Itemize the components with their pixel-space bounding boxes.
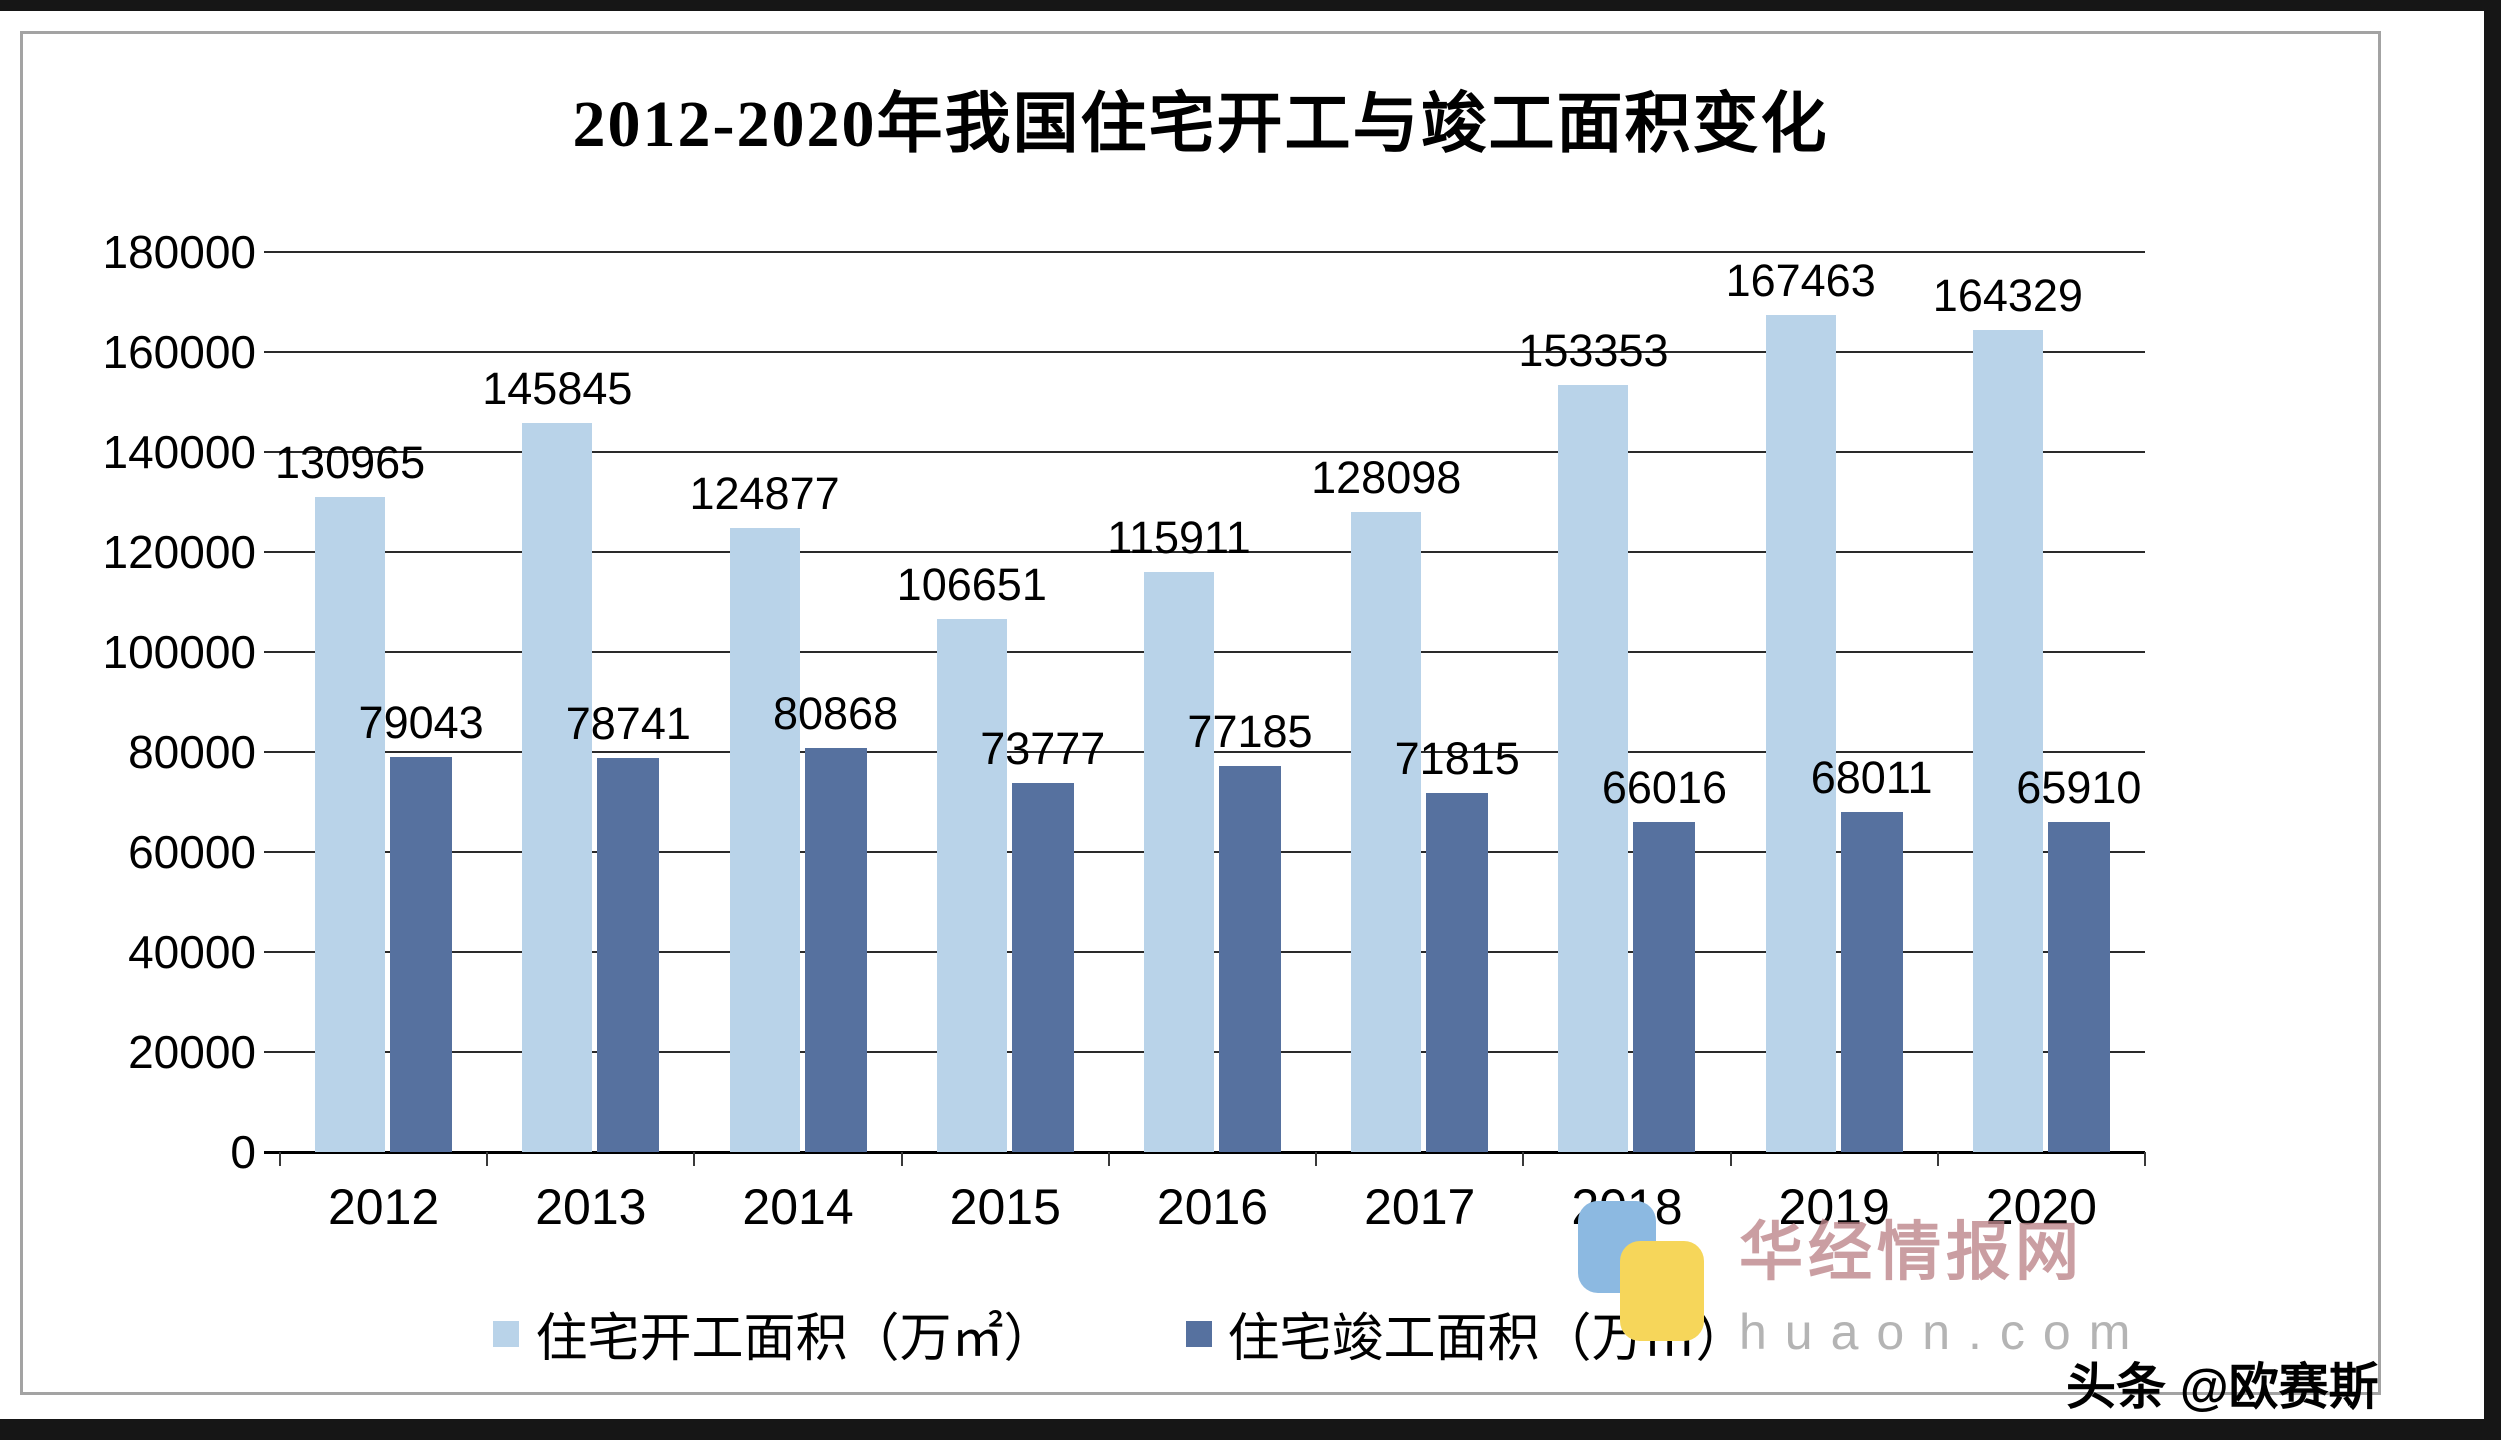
value-label: 66016 [1601,761,1728,813]
value-label: 106651 [896,558,1047,610]
x-axis-label: 2017 [1364,1179,1476,1235]
value-label: 115911 [1107,512,1251,564]
bar-completed-area [1633,821,1696,1152]
legend-label-start-area: 住宅开工面积（万㎡） [535,1310,1056,1368]
value-label: 130965 [275,437,426,489]
x-axis-tick [486,1152,489,1166]
y-axis-tick-label: 140000 [102,426,257,478]
bar-start-area [315,497,386,1152]
x-axis-tick [1522,1152,1525,1166]
content-area: 2012-2020年我国住宅开工与竣工面积变化 0 20000 40000 60000… [0,11,2484,1419]
bar-start-area [1558,385,1629,1152]
y-axis-tick-label: 20000 [128,1026,256,1078]
watermark-en: huaon.com [1739,1304,2149,1360]
y-axis-tick-label: 180000 [102,226,257,278]
x-axis-tick [1729,1152,1732,1166]
watermark: 华经情报网 huaon.com [1578,1201,2148,1361]
bar-start-area [936,618,1007,1152]
y-axis-tick-label: 100000 [102,626,257,678]
bar-completed-area [1219,766,1281,1152]
bar-start-area [1972,330,2043,1152]
bar-start-area [1351,511,1422,1152]
bar-completed-area [1426,792,1489,1152]
x-axis-tick [693,1152,696,1166]
y-axis-tick-label: 60000 [128,826,256,878]
bar-completed-area [390,756,453,1152]
value-label: 68011 [1810,751,1933,803]
y-axis-tick-label: 40000 [128,926,256,978]
bar-start-area [522,422,593,1152]
value-label: 80868 [772,687,899,739]
gridline [264,251,2145,253]
x-axis-label: 2015 [949,1179,1061,1235]
x-axis-label: 2014 [742,1179,854,1235]
x-axis-tick [900,1152,903,1166]
y-axis-tick-label: 0 [230,1126,256,1178]
x-axis-label: 2013 [535,1179,647,1235]
bar-completed-area [2047,822,2110,1152]
value-label: 71815 [1394,732,1520,784]
bar-completed-area [1840,811,1903,1152]
watermark-cn: 华经情报网 [1739,1216,2084,1288]
bar-start-area [1144,572,1214,1152]
value-label: 78741 [565,698,691,750]
gridline [264,351,2145,353]
watermark-text: 华经情报网 huaon.com [1739,1201,2148,1361]
x-axis-label: 2012 [327,1179,440,1235]
gridline [264,451,2145,453]
value-label: 164329 [1932,270,2083,322]
y-axis-tick-label: 80000 [128,726,256,778]
value-label: 167463 [1725,254,1876,306]
attribution-text: 头条 @欧赛斯 [2066,1359,2379,1415]
legend-swatch-start-area [493,1320,520,1347]
value-label: 65910 [2016,762,2142,814]
value-label: 77185 [1187,706,1313,758]
x-axis-tick [1107,1152,1110,1166]
value-label: 153353 [1518,325,1669,377]
x-axis-label: 2016 [1156,1179,1269,1235]
bar-start-area [729,527,800,1152]
value-label: 73777 [980,723,1106,775]
chart-plot-area: 0 20000 40000 60000 80000 100000 120000 140000 1… [23,34,2378,1392]
y-axis-tick-label: 160000 [102,326,257,378]
x-axis-label: 2019 [1778,1179,1890,1235]
x-axis-line [264,1151,2145,1154]
x-axis-label: 2020 [1985,1179,2097,1235]
logo-yellow-square [1620,1241,1704,1341]
bar-start-area [1765,314,1836,1152]
chart-panel: 2012-2020年我国住宅开工与竣工面积变化 0 20000 40000 60000… [20,31,2381,1395]
x-axis-tick [279,1152,281,1166]
legend-swatch-completed-area [1185,1320,1212,1347]
value-label: 128098 [1311,451,1462,503]
bar-completed-area [597,758,660,1152]
gridline [264,551,2145,553]
x-axis-tick [1315,1152,1318,1166]
value-label: 145845 [482,362,633,414]
huaon-logo-icon [1578,1201,1713,1351]
x-axis-tick [2144,1152,2146,1166]
bar-completed-area [804,747,867,1152]
legend-item-start-area: 住宅开工面积（万㎡） [493,1296,1056,1371]
y-axis-tick-label: 120000 [102,526,257,578]
value-label: 124877 [689,467,840,519]
value-label: 79043 [358,696,484,748]
chart-title: 2012-2020年我国住宅开工与竣工面积变化 [572,88,1829,161]
x-axis-tick [1936,1152,1939,1166]
bar-completed-area [1011,783,1074,1152]
